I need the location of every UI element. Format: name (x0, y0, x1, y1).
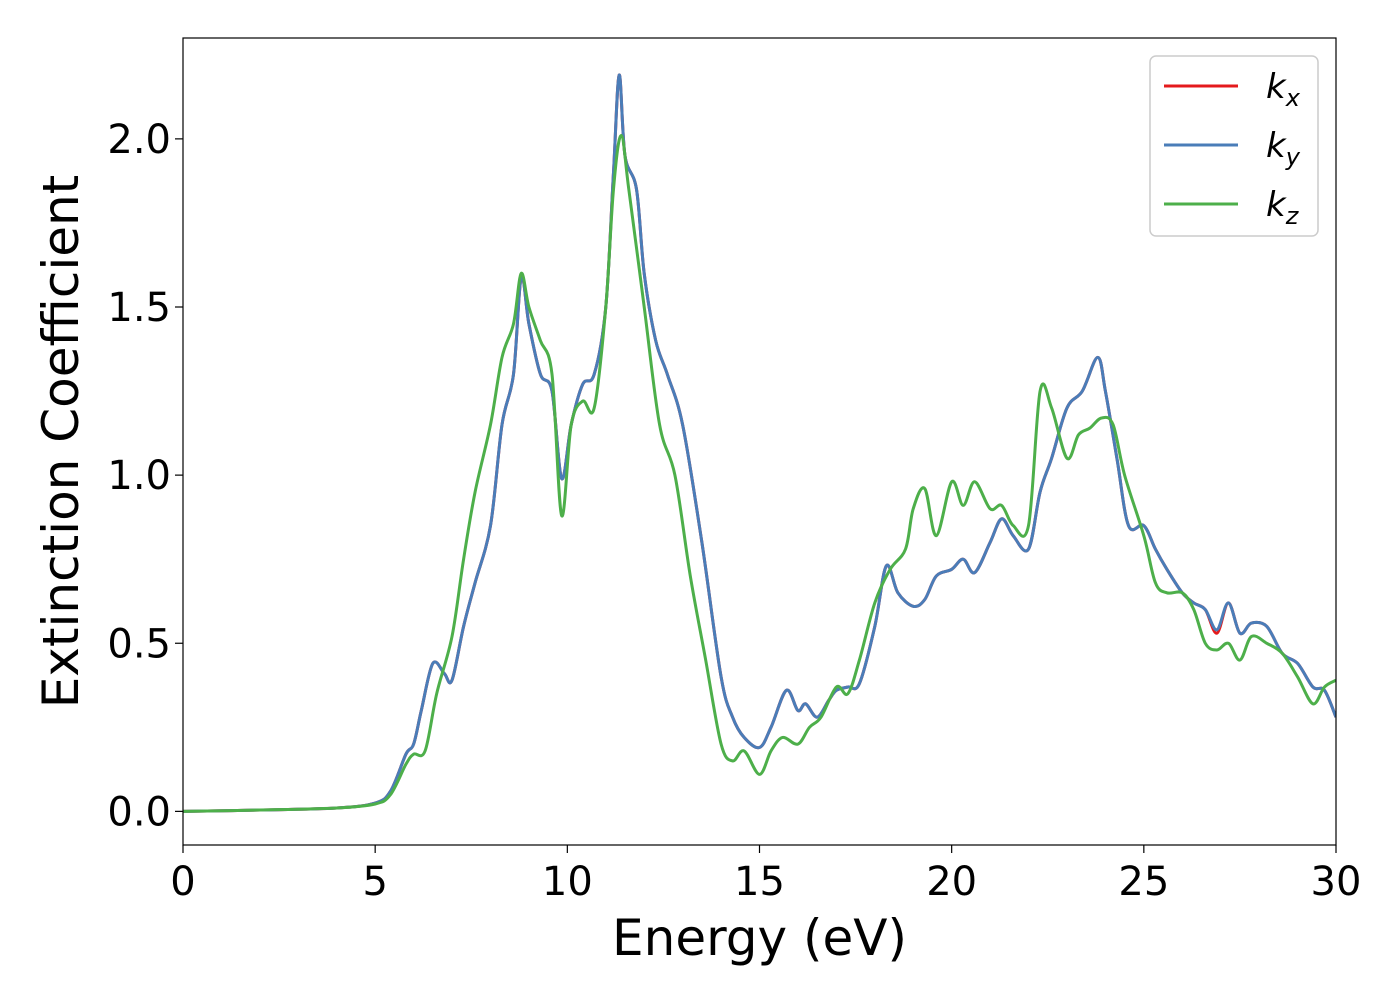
y-tick-label: 0.5 (107, 621, 171, 667)
x-axis-ticks: 0 5 10 15 20 25 30 (170, 845, 1361, 905)
legend-label-z: kz (1266, 185, 1300, 230)
series-line-y (183, 73, 1336, 813)
y-tick-label: 2.0 (107, 117, 171, 163)
legend: kx ky kz (1149, 55, 1319, 237)
x-tick-label: 0 (170, 859, 195, 905)
legend-label-x: kx (1266, 67, 1301, 112)
x-tick-label: 10 (542, 859, 593, 905)
y-tick-label: 1.5 (107, 285, 171, 331)
y-axis-ticks: 0.0 0.5 1.0 1.5 2.0 (107, 117, 183, 835)
y-tick-label: 1.0 (107, 453, 171, 499)
y-axis-title: Extinction Coefficient (32, 175, 90, 709)
x-tick-label: 30 (1311, 859, 1362, 905)
plot-lines (183, 73, 1336, 813)
x-tick-label: 25 (1118, 859, 1169, 905)
x-axis-title: Energy (eV) (612, 909, 907, 967)
y-tick-label: 0.0 (107, 789, 171, 835)
x-tick-label: 15 (734, 859, 785, 905)
series-line-z (183, 134, 1336, 813)
legend-label-y: ky (1266, 126, 1301, 171)
x-tick-label: 20 (926, 859, 977, 905)
x-tick-label: 5 (362, 859, 387, 905)
